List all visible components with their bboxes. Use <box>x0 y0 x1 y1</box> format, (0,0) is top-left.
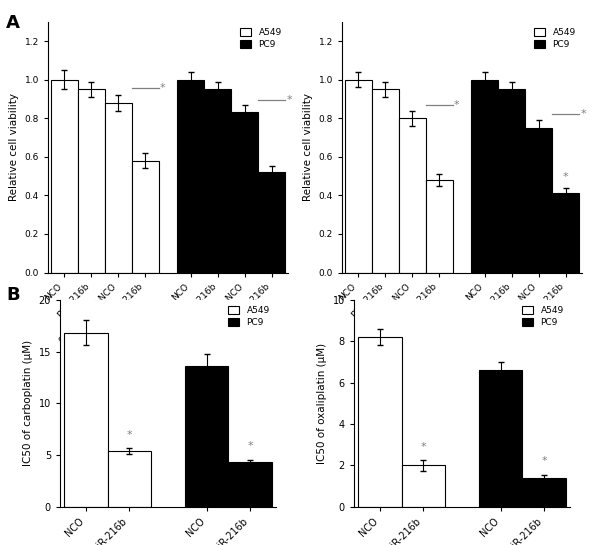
Y-axis label: IC50 of oxaliplatin (μM): IC50 of oxaliplatin (μM) <box>317 343 327 464</box>
Bar <box>104 103 131 272</box>
Bar <box>64 333 107 507</box>
Text: *: * <box>127 429 132 439</box>
Bar <box>185 366 229 507</box>
Bar <box>107 451 151 507</box>
Legend: A549, PC9: A549, PC9 <box>239 26 283 51</box>
Y-axis label: IC50 of carboplatin (μM): IC50 of carboplatin (μM) <box>23 340 33 467</box>
Legend: A549, PC9: A549, PC9 <box>227 304 271 329</box>
Bar <box>371 89 398 272</box>
Text: *: * <box>454 100 459 110</box>
Bar <box>398 118 425 272</box>
Text: *: * <box>247 441 253 451</box>
Bar <box>77 89 104 272</box>
Bar <box>499 89 526 272</box>
Bar <box>523 478 566 507</box>
Bar <box>205 89 232 272</box>
Bar <box>232 112 259 272</box>
Bar <box>259 172 286 272</box>
Bar <box>131 161 158 272</box>
Text: *: * <box>421 442 426 452</box>
Bar <box>344 80 371 272</box>
Bar <box>553 193 580 272</box>
Legend: A549, PC9: A549, PC9 <box>521 304 565 329</box>
Bar <box>178 80 205 272</box>
Bar <box>526 128 553 272</box>
Legend: A549, PC9: A549, PC9 <box>533 26 577 51</box>
Text: *: * <box>580 110 586 119</box>
Bar <box>479 370 523 507</box>
Bar <box>472 80 499 272</box>
Bar <box>358 337 401 507</box>
Bar <box>50 80 77 272</box>
Bar <box>229 462 272 507</box>
Bar <box>425 180 452 272</box>
Text: *: * <box>563 172 569 182</box>
Text: *: * <box>160 83 165 93</box>
Bar <box>401 465 445 507</box>
Y-axis label: Relative cell viability: Relative cell viability <box>303 93 313 201</box>
Text: *: * <box>286 95 292 105</box>
Text: *: * <box>541 457 547 467</box>
Text: A: A <box>6 14 20 32</box>
Text: B: B <box>6 286 20 304</box>
Y-axis label: Relative cell viability: Relative cell viability <box>9 93 19 201</box>
